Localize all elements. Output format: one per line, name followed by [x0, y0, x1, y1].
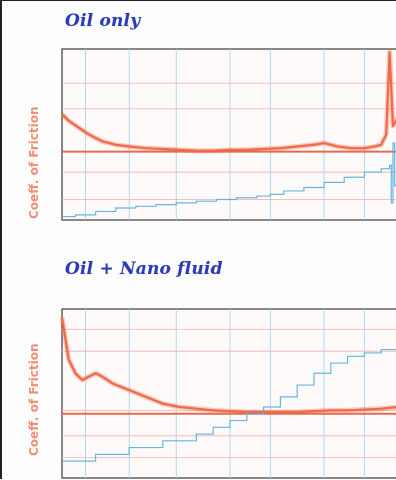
- chart-title-oil-only: Oil only: [65, 11, 141, 31]
- temperature-trace: [62, 142, 396, 218]
- plot-area: [61, 48, 396, 221]
- friction-trace: [60, 317, 396, 414]
- friction-trace: [61, 51, 396, 152]
- temperature-trace: [62, 348, 396, 462]
- plot-area: [61, 308, 396, 479]
- y-axis-label-bottom: Coeff. of Friction: [27, 343, 41, 457]
- y-axis-label-top: Coeff. of Friction: [27, 106, 41, 220]
- chart-oil-nano-fluid: [60, 308, 396, 479]
- chart-title-oil-nano-fluid: Oil + Nano fluid: [65, 259, 223, 279]
- chart-oil-only: [60, 48, 396, 221]
